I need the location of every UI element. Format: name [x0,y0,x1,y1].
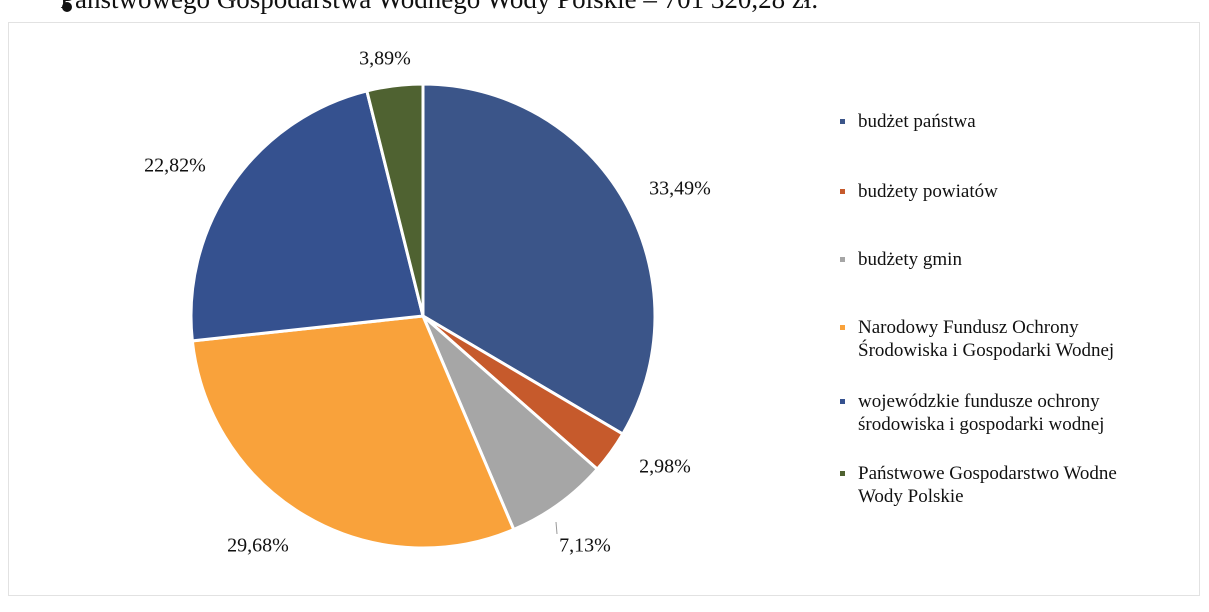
data-label: 7,13% [559,535,611,557]
legend-swatch [840,471,845,476]
legend-label: budżety powiatów [858,181,998,202]
pie-slice [189,89,425,343]
data-label: 33,49% [649,178,711,200]
legend-label: wojewódzkie fundusze ochrony środowiska … [858,391,1105,435]
pie-slice [421,82,657,437]
pie-slice [190,314,516,550]
legend-label: Narodowy Fundusz Ochrony Środowiska i Go… [858,317,1115,361]
legend-item: wojewódzkie fundusze ochrony środowiska … [840,390,1198,436]
pie-slice [421,314,600,532]
legend-swatch [840,257,845,262]
legend-item: budżety powiatów [840,180,1198,203]
legend-item: Państwowe Gospodarstwo Wodne Wody Polski… [840,462,1198,508]
leader-line [555,521,558,535]
data-label: 3,89% [359,48,411,70]
legend-label: Państwowe Gospodarstwo Wodne Wody Polski… [858,463,1117,507]
data-label: 29,68% [227,535,289,557]
data-label: 22,82% [144,155,206,177]
legend-item: Narodowy Fundusz Ochrony Środowiska i Go… [840,316,1198,362]
legend-label: budżet państwa [858,111,976,132]
legend-item: budżety gmin [840,248,1198,271]
heading: Państwowego Gospodarstwa Wodnego Wody Po… [60,0,818,15]
legend-swatch [840,325,845,330]
legend-swatch [840,189,845,194]
legend-swatch [840,399,845,404]
legend-item: budżet państwa [840,110,1198,133]
pie-slice [365,82,425,317]
legend-swatch [840,119,845,124]
legend-label: budżety gmin [858,249,962,270]
chart-frame [8,22,1200,596]
data-label: 2,98% [639,456,691,478]
bullet [62,2,72,12]
